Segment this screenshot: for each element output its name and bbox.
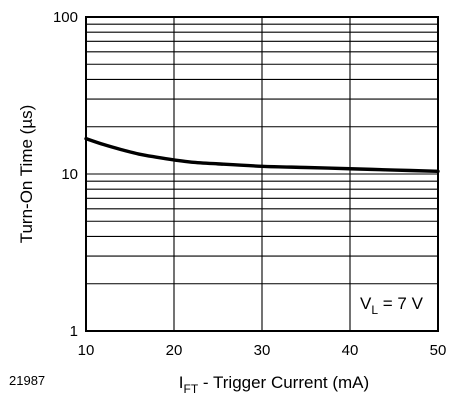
y-tick-label: 1 — [70, 323, 78, 340]
vl-annotation-rest: = 7 V — [378, 294, 424, 313]
y-tick-label: 100 — [53, 9, 78, 26]
x-axis-label-rest: - Trigger Current (mA) — [198, 373, 369, 392]
annotation-background — [352, 290, 436, 320]
grid-lines — [86, 17, 438, 331]
x-tick-labels: 10 20 30 40 50 — [78, 342, 447, 359]
vl-annotation-main: V — [360, 294, 372, 313]
turn-on-time-curve — [84, 136, 440, 174]
x-tick-label: 40 — [342, 342, 359, 359]
x-axis-label: IFT - Trigger Current (mA) — [179, 373, 369, 396]
figure-number: 21987 — [9, 373, 45, 388]
x-axis-label-subscript: FT — [184, 382, 199, 396]
x-tick-label: 50 — [430, 342, 447, 359]
plot-frame — [85, 16, 439, 332]
vl-annotation-subscript: L — [371, 303, 378, 317]
x-tick-label: 30 — [254, 342, 271, 359]
y-axis-label: Turn-On Time (µs) — [17, 105, 36, 244]
plot-area — [84, 136, 440, 174]
x-tick-label: 10 — [78, 342, 95, 359]
y-tick-label: 10 — [61, 166, 78, 183]
y-tick-labels: 1 10 100 — [53, 9, 78, 340]
x-tick-label: 20 — [166, 342, 183, 359]
x-axis-label-main: I — [179, 373, 184, 392]
vl-annotation: VL = 7 V — [360, 294, 424, 317]
